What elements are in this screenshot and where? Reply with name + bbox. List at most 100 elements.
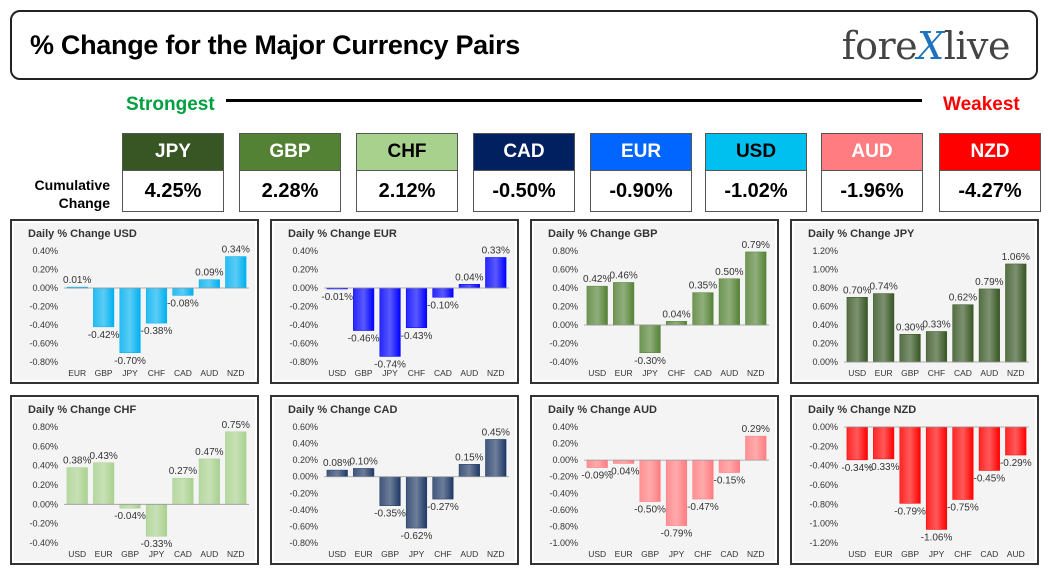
y-tick-label: 0.20% [812, 339, 838, 349]
x-tick-label: AUD [460, 549, 478, 559]
x-tick-label: AUD [200, 549, 218, 559]
tile-gbp: GBP 2.28% [239, 133, 341, 212]
x-tick-label: JPY [122, 368, 138, 378]
bar-gbp [639, 459, 661, 502]
x-tick-label: USD [588, 549, 606, 559]
data-label: -0.27% [427, 502, 459, 513]
y-tick-label: -0.20% [29, 519, 58, 529]
tile-jpy: JPY 4.25% [122, 133, 224, 212]
bar-nzd [225, 256, 247, 289]
x-tick-label: AUD [1007, 549, 1025, 559]
data-label: 0.42% [583, 274, 611, 285]
bar-chart: 0.00% -0.20% -0.40% -0.60% -0.80% -1.00% -1.20… [809, 422, 1032, 559]
tile-value: 2.12% [356, 171, 458, 212]
tile-currency: USD [705, 133, 807, 171]
x-tick-label: CHF [668, 368, 685, 378]
y-tick-label: 0.00% [812, 357, 838, 367]
data-label: -0.47% [687, 502, 719, 513]
tile-value: -0.50% [473, 171, 575, 212]
tile-nzd: NZD -4.27% [939, 133, 1041, 212]
y-tick-label: -0.20% [29, 302, 58, 312]
chart-panel-8: Daily % Change NZD 0.00% -0.20% -0.40% -0.60… [790, 395, 1039, 565]
bar-nzd [745, 251, 767, 326]
x-tick-label: USD [848, 368, 866, 378]
bar-usd [846, 426, 868, 461]
y-tick-label: 0.00% [292, 283, 318, 293]
x-tick-label: CAD [954, 368, 972, 378]
weakest-label: Weakest [943, 94, 1020, 115]
y-tick-label: 0.20% [32, 265, 58, 275]
bar-jpy [119, 287, 141, 353]
bar-usd [586, 459, 608, 468]
data-label: 0.74% [869, 282, 897, 293]
tile-eur: EUR -0.90% [590, 133, 692, 212]
bar-chf [432, 476, 454, 500]
data-label: -0.70% [114, 356, 146, 367]
y-tick-label: 0.80% [552, 246, 578, 256]
y-tick-label: 0.60% [552, 265, 578, 275]
y-tick-label: 0.00% [292, 472, 318, 482]
x-tick-label: EUR [68, 368, 86, 378]
x-tick-label: NZD [747, 368, 764, 378]
bar-chart: 0.80% 0.60% 0.40% 0.20% 0.00% -0.20% -0.40% 0.4… [549, 240, 770, 378]
chart-panel-5: Daily % Change CHF 0.80% 0.60% 0.40% 0.20% 0.… [10, 395, 259, 565]
y-tick-label: -0.60% [29, 339, 58, 349]
data-label: 0.04% [455, 272, 483, 283]
y-tick-label: 0.60% [292, 422, 318, 432]
bar-chart: 0.40% 0.20% 0.00% -0.20% -0.40% -0.60% -0.80% -… [549, 422, 770, 559]
data-label: 0.08% [323, 458, 351, 469]
tile-value: -4.27% [939, 171, 1041, 212]
bar-gbp [353, 287, 375, 331]
data-label: 0.47% [195, 447, 223, 458]
data-label: 0.01% [63, 275, 91, 286]
chart-panel-2: Daily % Change EUR 0.40% 0.20% 0.00% -0.20% -… [270, 219, 519, 384]
y-tick-label: -0.60% [289, 339, 318, 349]
data-label: -0.79% [661, 529, 693, 540]
bar-aud [198, 458, 220, 505]
bar-jpy [379, 287, 401, 357]
x-tick-label: GBP [121, 549, 139, 559]
x-tick-label: JPY [382, 368, 398, 378]
tile-currency: NZD [939, 133, 1041, 171]
data-label: 0.15% [455, 452, 483, 463]
data-label: -0.10% [427, 300, 459, 311]
data-label: -0.33% [868, 462, 900, 473]
y-tick-label: 0.20% [292, 455, 318, 465]
y-tick-label: 0.00% [552, 320, 578, 330]
x-tick-label: NZD [747, 549, 764, 559]
bar-jpy [925, 426, 948, 530]
y-tick-label: 0.00% [812, 422, 838, 432]
y-tick-label: -1.00% [549, 538, 578, 548]
data-label: -0.29% [1000, 458, 1032, 469]
bar-chf [925, 331, 948, 363]
tile-cad: CAD -0.50% [473, 133, 575, 212]
y-tick-label: 0.00% [552, 455, 578, 465]
bar-nzd [485, 257, 507, 289]
bar-aud [1005, 426, 1027, 456]
y-tick-label: 1.20% [812, 246, 838, 256]
y-tick-label: 0.40% [292, 246, 318, 256]
y-tick-label: -0.40% [549, 357, 578, 367]
x-tick-label: CHF [434, 549, 451, 559]
bar-nzd [485, 439, 507, 477]
bar-usd [66, 467, 88, 505]
tile-currency: CAD [473, 133, 575, 171]
data-label: 0.09% [195, 268, 223, 279]
data-label: 0.33% [482, 245, 510, 256]
bar-usd [846, 297, 868, 363]
data-label: 0.38% [63, 456, 91, 467]
bar-gbp [379, 476, 401, 506]
y-tick-label: 0.80% [812, 283, 838, 293]
tile-currency: EUR [590, 133, 692, 171]
forexlive-logo: foreXlive [841, 24, 1011, 68]
data-label: 0.79% [975, 277, 1003, 288]
bar-chf [145, 287, 168, 324]
bar-chart: 0.60% 0.40% 0.20% 0.00% -0.20% -0.40% -0.60% -0… [289, 422, 510, 559]
bar-usd [586, 285, 608, 326]
x-tick-label: JPY [149, 549, 165, 559]
x-tick-label: GBP [381, 549, 399, 559]
chart-panel-3: Daily % Change GBP 0.80% 0.60% 0.40% 0.20% 0.… [530, 219, 779, 384]
data-label: 0.27% [169, 466, 197, 477]
data-label: 0.79% [742, 240, 770, 251]
logo-x-mark: X [917, 24, 944, 68]
